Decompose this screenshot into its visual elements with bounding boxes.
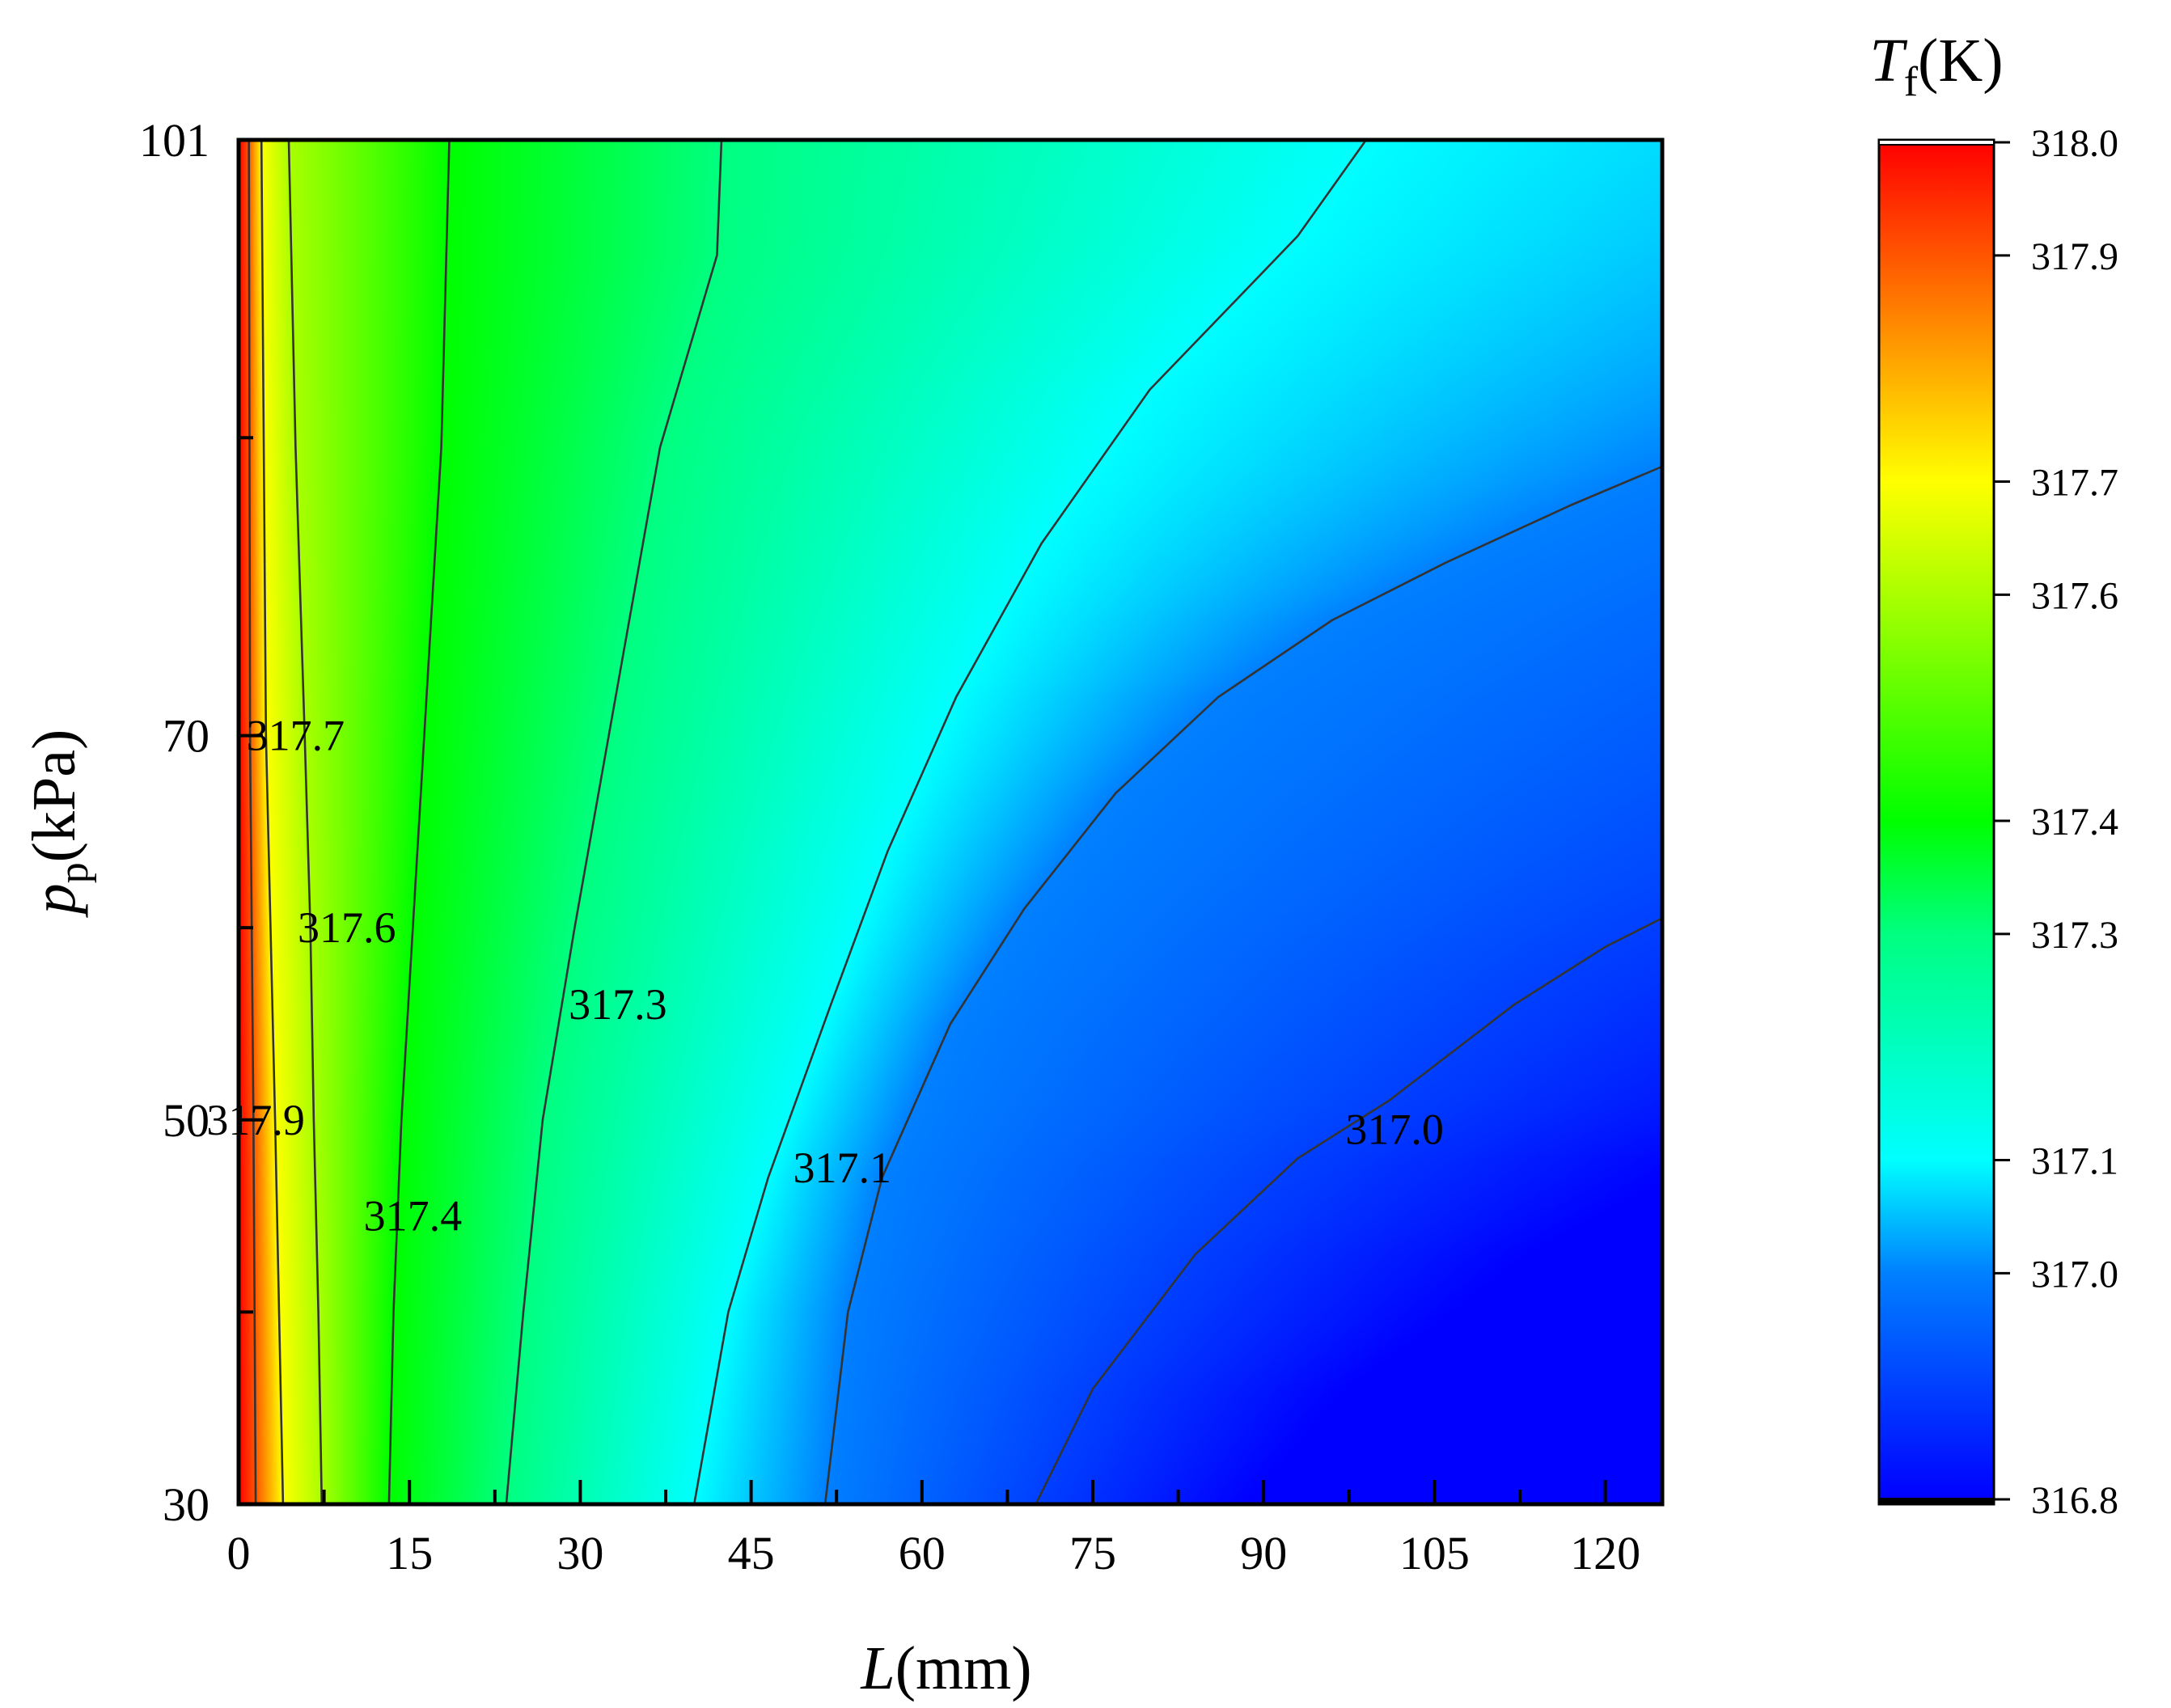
contour-label-317: 317.0 [1345,1106,1444,1154]
y-axis: 30 50 70 101 [139,114,263,1531]
x-tick-label: 45 [728,1527,775,1579]
x-tick-label: 105 [1399,1527,1470,1579]
colorbar-top-cap [1878,139,1995,146]
colorbar-title: Tf(K) [1869,27,2003,105]
contour-line-317.6 [287,140,324,1504]
colorbar-tick-label: 318.0 [2031,122,2118,165]
contour-label-317.1: 317.1 [793,1144,891,1192]
y-tick-label: 30 [163,1478,209,1531]
colorbar-tick-label: 316.8 [2031,1479,2118,1522]
contour-line-317.7 [260,140,285,1504]
y-axis-title: pp(kPa) [20,729,97,919]
y-tick-label: 50 [163,1094,209,1147]
colorbar: 318.0 317.9 317.7 317.6 317.4 317.3 317.1 317.0… [1877,122,2118,1522]
contour-label-317.3: 317.3 [569,980,667,1029]
colorbar-tick-label: 317.7 [2031,462,2118,505]
colorbar-gradient [1879,142,1994,1499]
x-axis-title: L(mm) [860,1634,1031,1702]
x-tick-label: 0 [227,1527,251,1579]
colorbar-bottom-cap [1879,1498,1994,1504]
plot-frame [236,137,1665,1507]
colorbar-tick-label: 317.9 [2031,235,2118,278]
x-tick-label: 30 [557,1527,603,1579]
x-tick-label: 90 [1240,1527,1287,1579]
contour-label-317.4: 317.4 [364,1192,463,1241]
y-tick-label: 101 [139,114,209,167]
colorbar-tick-label: 317.4 [2031,801,2118,843]
colorbar-tick-label: 317.3 [2031,914,2118,957]
colorbar-ticks: 318.0 317.9 317.7 317.6 317.4 317.3 317.1 317.0… [1994,122,2118,1522]
y-tick-label: 70 [163,710,209,763]
x-tick-label: 120 [1570,1527,1640,1579]
x-axis: 0 15 30 45 60 75 90 105 120 [227,1480,1640,1579]
heatmap-fill [239,140,1662,1504]
contour-line-317.4 [387,140,451,1504]
x-tick-label: 60 [899,1527,946,1579]
x-tick-label: 15 [386,1527,433,1579]
colorbar-tick-label: 317.6 [2031,574,2118,617]
contour-line-316.9 [1035,917,1662,1504]
x-tick-label: 75 [1069,1527,1116,1579]
colorbar-tick-label: 317.0 [2031,1253,2118,1296]
contour-line-317 [823,465,1662,1504]
contour-line-317.1 [692,140,1367,1504]
contour-label-317.6: 317.6 [298,903,396,952]
contour-line-317.3 [505,140,723,1504]
contour-lines [248,140,1662,1504]
colorbar-tick-label: 317.1 [2031,1140,2118,1183]
